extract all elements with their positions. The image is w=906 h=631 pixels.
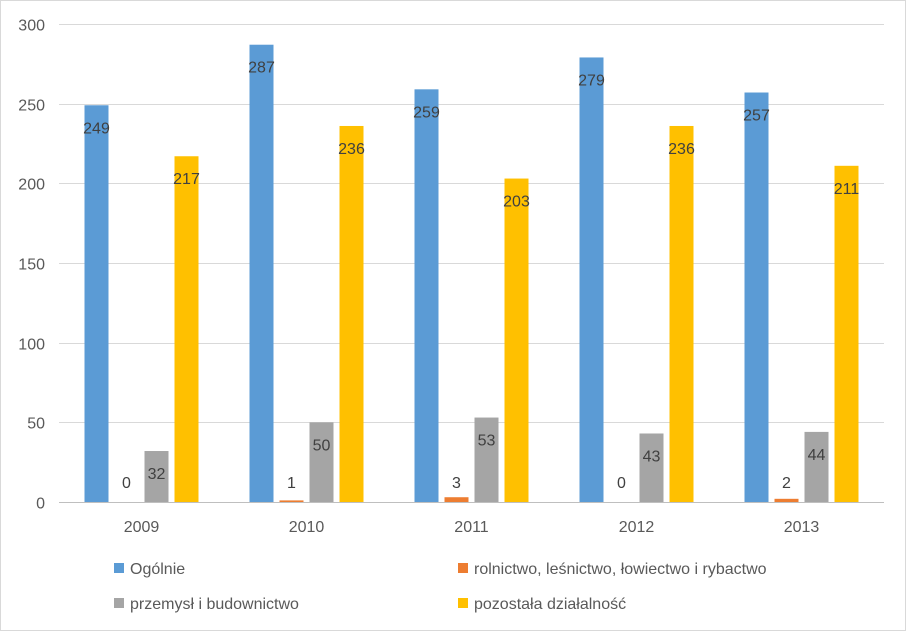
legend-swatch [114, 563, 124, 573]
legend-swatch [458, 563, 468, 573]
data-label: 279 [578, 72, 605, 89]
bar [279, 500, 304, 502]
bar [249, 44, 274, 503]
legend-label: przemysł i budownictwo [130, 596, 299, 613]
y-tick-label: 250 [18, 98, 45, 115]
bar [834, 165, 859, 502]
data-label: 44 [808, 447, 826, 464]
bar [84, 105, 109, 502]
y-tick-label: 150 [18, 257, 45, 274]
x-tick-label: 2013 [784, 519, 820, 536]
bar [579, 57, 604, 503]
bar [174, 156, 199, 502]
x-tick-label: 2010 [289, 519, 325, 536]
x-tick-label: 2012 [619, 519, 655, 536]
data-label: 50 [313, 437, 331, 454]
bar [669, 125, 694, 503]
data-label: 236 [668, 141, 695, 158]
x-tick-label: 2009 [124, 519, 160, 536]
data-label: 3 [452, 475, 461, 492]
legend-label: pozostała działalność [474, 596, 626, 613]
data-label: 236 [338, 141, 365, 158]
y-tick-label: 300 [18, 18, 45, 35]
data-label: 32 [148, 466, 166, 483]
legend-label: Ogólnie [130, 561, 185, 578]
bar [144, 451, 169, 502]
legend-swatch [114, 598, 124, 608]
data-label: 1 [287, 475, 296, 492]
data-label: 203 [503, 194, 530, 211]
bar [444, 497, 469, 502]
bar [744, 92, 769, 502]
data-label: 53 [478, 433, 496, 450]
bar [339, 125, 364, 503]
data-label: 0 [617, 475, 626, 492]
data-label: 249 [83, 120, 110, 137]
data-label: 2 [782, 475, 791, 492]
data-label: 257 [743, 108, 770, 125]
x-tick-label: 2011 [454, 519, 489, 536]
bar [804, 431, 829, 502]
bar [639, 433, 664, 502]
legend-label: rolnictwo, leśnictwo, łowiectwo i rybact… [474, 561, 767, 578]
legend-swatch [458, 598, 468, 608]
data-label: 217 [173, 171, 200, 188]
data-label: 43 [643, 448, 661, 465]
data-label: 211 [834, 181, 860, 198]
data-label: 287 [248, 60, 275, 77]
y-tick-label: 50 [27, 416, 45, 433]
y-tick-label: 100 [18, 337, 45, 354]
bar [414, 89, 439, 503]
bar [309, 422, 334, 502]
bar [474, 417, 499, 502]
y-tick-label: 200 [18, 177, 45, 194]
bar [504, 178, 529, 502]
bar [774, 498, 799, 502]
data-label: 259 [413, 104, 440, 121]
y-tick-label: 0 [36, 496, 45, 513]
data-label: 0 [122, 475, 131, 492]
